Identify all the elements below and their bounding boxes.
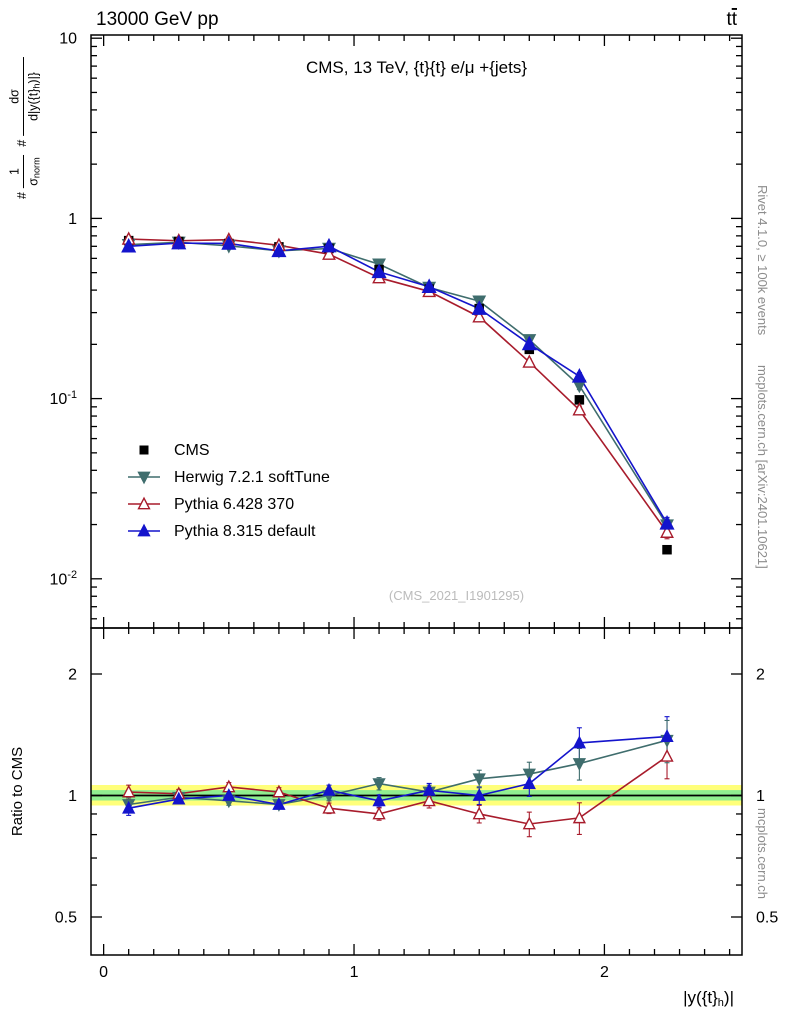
svg-text:CMS: CMS	[174, 442, 210, 459]
svg-text:mcplots.cern.ch [arXiv:2401.10: mcplots.cern.ch [arXiv:2401.10621]	[755, 365, 770, 569]
svg-text:0.5: 0.5	[756, 910, 778, 927]
svg-text:1: 1	[350, 964, 359, 981]
svg-text:CMS, 13 TeV, {t}{t} e/μ +{jets: CMS, 13 TeV, {t}{t} e/μ +{jets}	[306, 58, 527, 77]
svg-text:10: 10	[59, 31, 77, 48]
svg-text:13000 GeV pp: 13000 GeV pp	[96, 9, 219, 30]
svg-text:2: 2	[756, 667, 765, 684]
svg-text:mcplots.cern.ch: mcplots.cern.ch	[755, 808, 770, 899]
svg-text:1: 1	[68, 211, 77, 228]
svg-text:#: #	[15, 192, 29, 199]
svg-text:Rivet 4.1.0, ≥ 100k events: Rivet 4.1.0, ≥ 100k events	[755, 185, 770, 336]
svg-text:0.5: 0.5	[55, 910, 77, 927]
svg-text:Pythia 6.428 370: Pythia 6.428 370	[174, 496, 294, 513]
svg-text:1: 1	[68, 788, 77, 805]
svg-text:1: 1	[8, 168, 22, 175]
svg-text:1: 1	[756, 788, 765, 805]
svg-text:0: 0	[99, 964, 108, 981]
svg-text:|y({t}h)|: |y({t}h)|	[683, 988, 734, 1009]
svg-text:Herwig 7.2.1 softTune: Herwig 7.2.1 softTune	[174, 469, 330, 486]
svg-text:(CMS_2021_I1901295): (CMS_2021_I1901295)	[389, 588, 524, 603]
svg-text:dσ: dσ	[8, 89, 22, 104]
svg-text:2: 2	[68, 667, 77, 684]
svg-text:#: #	[15, 140, 29, 147]
svg-text:Pythia 8.315 default: Pythia 8.315 default	[174, 523, 316, 540]
svg-text:2: 2	[600, 964, 609, 981]
svg-text:tt: tt	[726, 9, 737, 30]
svg-text:d|y({t}h)|}: d|y({t}h)|}	[27, 72, 42, 121]
svg-text:Ratio to CMS: Ratio to CMS	[9, 747, 26, 836]
